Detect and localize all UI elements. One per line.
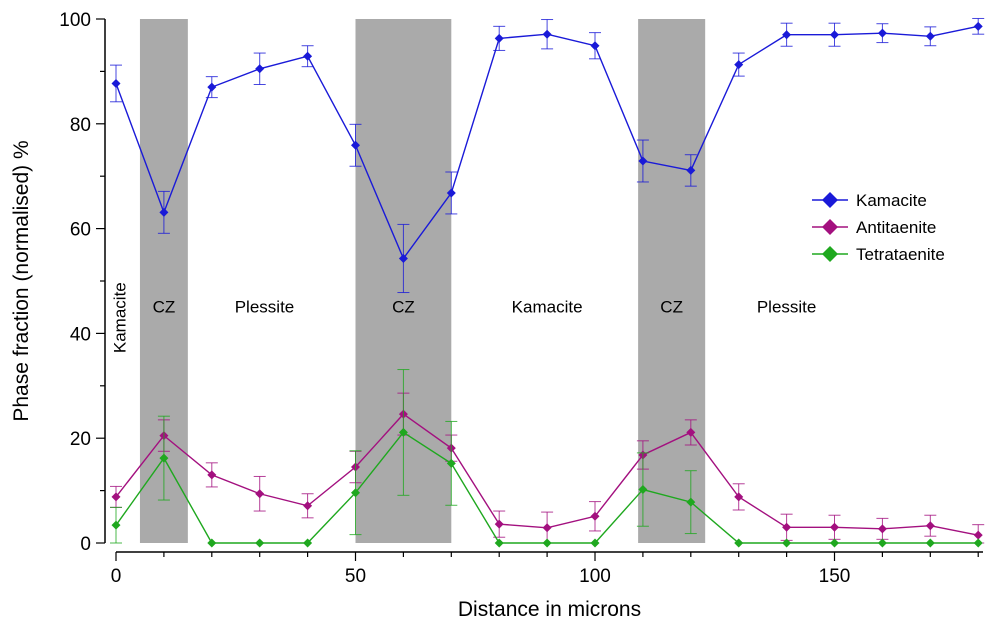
shaded-regions: [139, 19, 706, 543]
point-tetrataenite-14: [782, 538, 792, 548]
point-tetrataenite-16: [877, 538, 887, 548]
point-antitaenite-4: [303, 501, 313, 511]
legend-label-antitaenite: Antitaenite: [856, 218, 936, 237]
point-kamacite-4: [303, 51, 313, 61]
y-tick-label-0: 0: [80, 534, 91, 555]
point-tetrataenite-2: [207, 538, 217, 548]
point-kamacite-10: [590, 41, 600, 51]
series-line-kamacite: [115, 25, 979, 260]
point-antitaenite-16: [877, 524, 887, 534]
series-tetrataenite: [110, 369, 983, 548]
y-tick-label-80: 80: [70, 115, 91, 136]
point-kamacite-14: [782, 30, 792, 40]
legend: Kamacite Antitaenite Tetrataenite: [812, 191, 945, 264]
point-tetrataenite-12: [686, 497, 696, 507]
axes: 0 50 100 150 0 20 40 60 80 100: [59, 10, 983, 587]
region-label-6: CZ: [660, 297, 683, 316]
point-tetrataenite-15: [830, 538, 840, 548]
point-tetrataenite-6: [398, 427, 408, 437]
point-kamacite-6: [398, 253, 408, 263]
legend-label-kamacite: Kamacite: [856, 191, 927, 210]
point-tetrataenite-4: [303, 538, 313, 548]
point-tetrataenite-5: [351, 488, 361, 498]
point-antitaenite-10: [590, 511, 600, 521]
y-tick-label-100: 100: [59, 10, 91, 31]
y-tick-label-20: 20: [70, 429, 91, 450]
point-kamacite-9: [542, 29, 552, 39]
region-label-4: CZ: [392, 297, 415, 316]
point-antitaenite-3: [255, 489, 265, 499]
point-tetrataenite-8: [494, 538, 504, 548]
point-kamacite-5: [351, 140, 361, 150]
shaded-region-3: [638, 19, 706, 543]
point-tetrataenite-18: [973, 538, 983, 548]
point-tetrataenite-7: [446, 458, 456, 468]
point-antitaenite-15: [830, 522, 840, 532]
point-kamacite-0: [111, 78, 121, 88]
point-tetrataenite-3: [255, 538, 265, 548]
point-antitaenite-18: [973, 530, 983, 540]
region-label-3: Plessite: [235, 297, 295, 316]
point-kamacite-15: [830, 30, 840, 40]
series-layer: [110, 17, 985, 548]
region-label-5: Kamacite: [512, 297, 583, 316]
legend-marker-kamacite: [822, 192, 838, 208]
legend-marker-tetrataenite: [822, 246, 838, 262]
y-axis-title: Phase fraction (normalised) %: [10, 140, 33, 421]
point-antitaenite-14: [782, 522, 792, 532]
y-tick-label-40: 40: [70, 324, 91, 345]
point-tetrataenite-10: [590, 538, 600, 548]
point-antitaenite-12: [686, 427, 696, 437]
region-label-2: CZ: [153, 297, 176, 316]
x-tick-label-100: 100: [579, 566, 611, 587]
point-antitaenite-8: [494, 519, 504, 529]
point-tetrataenite-9: [542, 538, 552, 548]
legend-marker-antitaenite: [822, 219, 838, 235]
y-tick-label-60: 60: [70, 220, 91, 241]
series-kamacite: [110, 17, 985, 294]
point-tetrataenite-17: [925, 538, 935, 548]
point-antitaenite-0: [111, 492, 121, 502]
point-kamacite-7: [446, 188, 456, 198]
point-kamacite-8: [494, 33, 504, 43]
point-kamacite-18: [973, 21, 983, 31]
point-kamacite-3: [255, 64, 265, 74]
point-antitaenite-13: [734, 492, 744, 502]
point-antitaenite-17: [925, 521, 935, 531]
region-labels: Kamacite CZ Plessite CZ Kamacite CZ Plessite: [111, 282, 817, 353]
point-tetrataenite-11: [638, 485, 648, 495]
point-antitaenite-9: [542, 523, 552, 533]
point-kamacite-11: [638, 156, 648, 166]
point-kamacite-2: [207, 82, 217, 92]
x-tick-label-0: 0: [111, 566, 122, 587]
point-kamacite-17: [925, 31, 935, 41]
point-tetrataenite-0: [111, 520, 121, 530]
point-tetrataenite-1: [159, 453, 169, 463]
point-kamacite-12: [686, 165, 696, 175]
legend-label-tetrataenite: Tetrataenite: [856, 245, 945, 264]
region-label-1: Kamacite: [111, 282, 130, 353]
point-kamacite-16: [877, 28, 887, 38]
x-tick-label-150: 150: [819, 566, 851, 587]
x-axis-title: Distance in microns: [458, 598, 641, 621]
series-antitaenite: [110, 392, 985, 544]
point-kamacite-1: [159, 207, 169, 217]
point-kamacite-13: [734, 60, 744, 70]
x-tick-label-50: 50: [345, 566, 366, 587]
region-label-7: Plessite: [757, 297, 817, 316]
point-antitaenite-2: [207, 470, 217, 480]
point-tetrataenite-13: [734, 538, 744, 548]
